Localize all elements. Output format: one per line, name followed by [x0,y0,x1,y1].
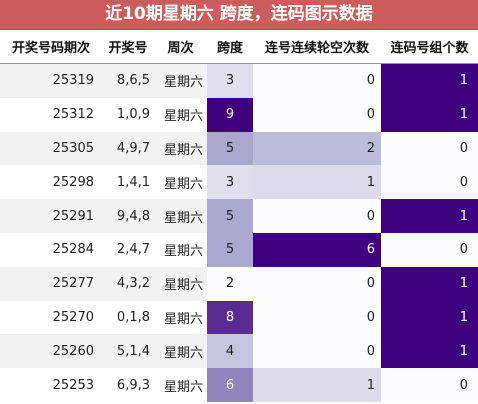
table-row[interactable]: 25305 4,9,7 星期六 5 2 0 [0,131,478,166]
cell-issue: 25260 [0,334,102,369]
cell-weekday: 星期六 [154,232,207,267]
cell-issue: 25291 [0,199,102,233]
cell-span: 2 [207,266,253,301]
cell-span: 3 [207,63,253,98]
cell-consecutive-miss: 1 [253,165,381,200]
cell-numbers: 4,3,2 [102,266,154,301]
cell-weekday: 星期六 [154,63,207,98]
cell-consecutive-miss: 0 [253,266,381,301]
table-row[interactable]: 25260 5,1,4 星期六 4 0 1 [0,334,478,369]
cell-issue: 25270 [0,300,102,335]
cell-weekday: 星期六 [154,300,207,335]
cell-issue: 25305 [0,131,102,166]
cell-span: 4 [207,334,253,369]
cell-weekday: 星期六 [154,266,207,301]
cell-span: 8 [207,300,253,335]
cell-issue: 25312 [0,97,102,132]
cell-consecutive-miss: 0 [253,334,381,369]
cell-numbers: 1,0,9 [102,97,154,132]
cell-span: 6 [207,368,253,402]
cell-consecutive-groups: 1 [381,199,478,233]
cell-consecutive-miss: 0 [253,97,381,132]
cell-consecutive-miss: 1 [253,368,381,402]
table-row[interactable]: 25277 4,3,2 星期六 2 0 1 [0,266,478,301]
cell-consecutive-miss: 0 [253,300,381,335]
cell-consecutive-groups: 1 [381,300,478,335]
cell-issue: 25277 [0,266,102,301]
cell-span: 3 [207,165,253,200]
cell-consecutive-miss: 2 [253,131,381,166]
cell-numbers: 1,4,1 [102,165,154,200]
header-numbers[interactable]: 开奖号 [102,30,154,64]
table-row[interactable]: 25319 8,6,5 星期六 3 0 1 [0,63,478,98]
cell-numbers: 4,9,7 [102,131,154,166]
table-body: 25319 8,6,5 星期六 3 0 1 25312 1,0,9 星期六 9 0 1 25305 4,9… [0,63,478,402]
data-table: 开奖号码期次 开奖号 周次 跨度 连号连续轮空次数 连码号组个数 25319 8,… [0,30,478,402]
cell-consecutive-groups: 1 [381,63,478,98]
header-row: 开奖号码期次 开奖号 周次 跨度 连号连续轮空次数 连码号组个数 [0,30,478,64]
cell-span: 5 [207,232,253,267]
table-row[interactable]: 25291 9,4,8 星期六 5 0 1 [0,199,478,233]
cell-numbers: 2,4,7 [102,232,154,267]
cell-numbers: 8,6,5 [102,63,154,98]
cell-weekday: 星期六 [154,368,207,402]
cell-consecutive-groups: 0 [381,165,478,200]
header-issue[interactable]: 开奖号码期次 [0,30,102,64]
cell-issue: 25319 [0,63,102,98]
cell-numbers: 0,1,8 [102,300,154,335]
cell-span: 5 [207,131,253,166]
cell-consecutive-groups: 1 [381,334,478,369]
cell-issue: 25298 [0,165,102,200]
cell-weekday: 星期六 [154,334,207,369]
header-weekday[interactable]: 周次 [154,30,207,64]
header-span[interactable]: 跨度 [207,30,253,64]
header-consecutive-groups[interactable]: 连码号组个数 [381,30,478,64]
header-consecutive-miss[interactable]: 连号连续轮空次数 [253,30,381,64]
table-row[interactable]: 25298 1,4,1 星期六 3 1 0 [0,165,478,200]
table-row[interactable]: 25284 2,4,7 星期六 5 6 0 [0,232,478,267]
cell-weekday: 星期六 [154,165,207,200]
table-row[interactable]: 25253 6,9,3 星期六 6 1 0 [0,368,478,402]
cell-issue: 25253 [0,368,102,402]
cell-consecutive-groups: 0 [381,232,478,267]
cell-consecutive-groups: 0 [381,131,478,166]
cell-weekday: 星期六 [154,131,207,166]
cell-weekday: 星期六 [154,97,207,132]
table-title: 近10期星期六 跨度，连码图示数据 [0,0,478,30]
cell-consecutive-groups: 1 [381,97,478,132]
table-row[interactable]: 25270 0,1,8 星期六 8 0 1 [0,300,478,335]
cell-consecutive-groups: 0 [381,368,478,402]
cell-consecutive-groups: 1 [381,266,478,301]
cell-consecutive-miss: 0 [253,199,381,233]
cell-numbers: 5,1,4 [102,334,154,369]
cell-numbers: 9,4,8 [102,199,154,233]
cell-consecutive-miss: 6 [253,232,381,267]
cell-consecutive-miss: 0 [253,63,381,98]
cell-weekday: 星期六 [154,199,207,233]
table-row[interactable]: 25312 1,0,9 星期六 9 0 1 [0,97,478,132]
cell-numbers: 6,9,3 [102,368,154,402]
cell-span: 5 [207,199,253,233]
cell-span: 9 [207,97,253,132]
cell-issue: 25284 [0,232,102,267]
